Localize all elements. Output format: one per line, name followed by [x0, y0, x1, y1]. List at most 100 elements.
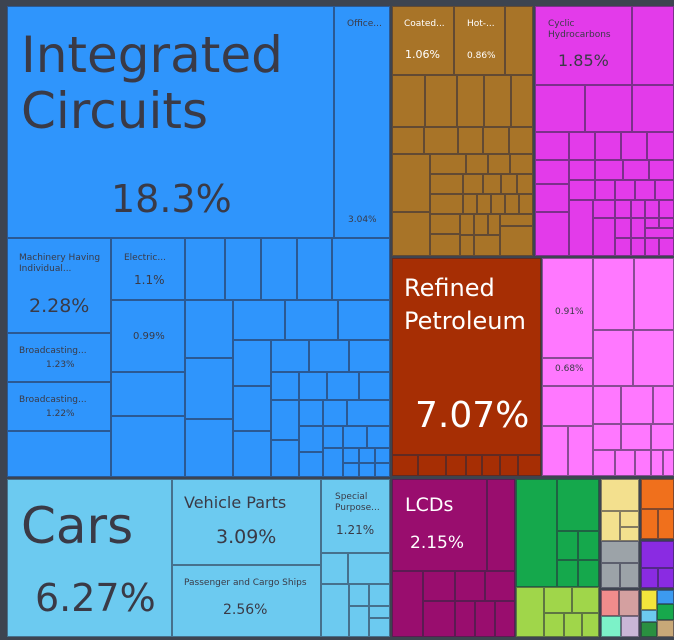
tile-orange-small[interactable]	[658, 509, 674, 539]
tile-cars[interactable]: Cars 6.27%	[7, 479, 172, 637]
tile-met-small[interactable]	[488, 214, 500, 235]
tile-beige-small[interactable]	[601, 511, 620, 541]
tile-pink-small[interactable]	[593, 450, 615, 476]
tile-orange-small[interactable]	[641, 479, 674, 509]
tile-ic-small[interactable]	[323, 426, 343, 448]
tile-ic-small[interactable]	[285, 300, 338, 340]
tile-ic-small[interactable]	[367, 426, 390, 448]
tile-met-small[interactable]	[500, 226, 533, 256]
tile-pet-small[interactable]	[482, 455, 500, 476]
tile-chem-small[interactable]	[647, 132, 674, 160]
tile-pet-small[interactable]	[446, 455, 466, 476]
tile-hot[interactable]: Hot-... 0.86%	[454, 6, 505, 75]
tile-orange-small[interactable]	[641, 509, 658, 539]
tile-cyclic-hydrocarbons[interactable]: Cyclic Hydrocarbons 1.85%	[535, 6, 632, 85]
tile-lcd-small[interactable]	[485, 571, 515, 601]
tile-met-small[interactable]	[430, 154, 466, 174]
tile-purple-small[interactable]	[641, 568, 658, 588]
tile-pink-small[interactable]	[615, 450, 635, 476]
tile-ic-small[interactable]	[185, 358, 233, 419]
tile-misc-small[interactable]	[601, 590, 619, 616]
tile-ic-small[interactable]	[299, 372, 327, 400]
tile-chem-small[interactable]	[631, 218, 645, 238]
tile-vehicle-parts[interactable]: Vehicle Parts 3.09%	[172, 479, 321, 565]
tile-ic-small[interactable]	[359, 448, 375, 463]
tile-ic-small[interactable]	[7, 431, 111, 477]
tile-ic-small[interactable]	[299, 426, 323, 452]
tile-green-small[interactable]	[557, 479, 599, 531]
tile-refined-petroleum[interactable]: Refined Petroleum 7.07%	[392, 258, 541, 455]
tile-green-small[interactable]	[578, 560, 599, 587]
tile-ic-small[interactable]	[343, 448, 359, 463]
tile-pink-small[interactable]	[593, 258, 634, 330]
tile-met-small[interactable]	[430, 174, 463, 194]
tile-chem-small[interactable]	[659, 238, 674, 256]
tile-chem-small[interactable]	[645, 218, 659, 228]
tile-ic-small[interactable]	[332, 238, 390, 300]
tile-met-small[interactable]	[425, 75, 457, 127]
tile-ic-small[interactable]	[271, 400, 299, 440]
tile-chem-small[interactable]	[649, 160, 674, 180]
tile-misc-small[interactable]	[621, 616, 639, 637]
tile-chem-small[interactable]	[535, 85, 585, 132]
tile-ic-small[interactable]	[349, 340, 390, 372]
tile-lightgreen-small[interactable]	[572, 587, 599, 613]
tile-purple-small[interactable]	[641, 541, 674, 568]
tile-pet-small[interactable]	[518, 455, 541, 476]
tile-ic-small[interactable]	[323, 448, 343, 477]
tile-met-small[interactable]	[483, 174, 501, 194]
tile-green-small[interactable]	[557, 531, 578, 560]
tile-ic-small[interactable]	[185, 419, 233, 477]
tile-lightgreen-small[interactable]	[544, 613, 564, 637]
tile-met-small[interactable]	[510, 154, 533, 174]
tile-chem-small[interactable]	[595, 132, 621, 160]
tile-ic-small[interactable]	[338, 300, 390, 340]
tile-ic-small[interactable]	[185, 300, 233, 358]
tile-lcd-small[interactable]	[455, 601, 475, 637]
tile-met-small[interactable]	[463, 174, 483, 194]
tile-chem-small[interactable]	[635, 180, 655, 200]
tile-chem-small[interactable]	[535, 132, 569, 160]
tile-misc-small[interactable]	[657, 604, 674, 620]
tile-met-small[interactable]	[392, 127, 424, 154]
tile-met-small[interactable]	[457, 75, 484, 127]
tile-chem-small[interactable]	[615, 180, 635, 200]
tile-chem-small[interactable]	[615, 200, 631, 218]
tile-met-small[interactable]	[430, 234, 460, 256]
tile-purple-small[interactable]	[658, 568, 674, 588]
tile-tr-small[interactable]	[369, 584, 390, 606]
tile-ic-small[interactable]	[271, 440, 299, 477]
tile-ic-small[interactable]	[271, 340, 309, 372]
tile-tr-small[interactable]	[349, 606, 369, 637]
tile-pink-small[interactable]	[621, 386, 653, 424]
tile-tr-small[interactable]	[349, 584, 369, 606]
tile-lightgreen-small[interactable]	[544, 587, 572, 613]
tile-chem-small[interactable]	[631, 200, 645, 218]
tile-chem-small[interactable]	[645, 238, 659, 256]
tile-ic-small[interactable]	[299, 400, 323, 426]
tile-lightgreen-small[interactable]	[582, 613, 599, 637]
tile-pink-small[interactable]	[663, 450, 674, 476]
tile-ic-small[interactable]	[343, 463, 359, 477]
tile-ic-small[interactable]	[327, 372, 359, 400]
tile-met-small[interactable]	[430, 214, 460, 234]
tile-ic-small[interactable]	[233, 300, 285, 340]
tile-lcd-small[interactable]	[392, 571, 423, 637]
tile-pet-small[interactable]	[418, 455, 446, 476]
tile-met-small[interactable]	[463, 194, 477, 214]
tile-ic-small[interactable]	[309, 340, 349, 372]
tile-ic-small[interactable]	[111, 416, 185, 477]
tile-pink-small[interactable]	[542, 386, 593, 426]
tile-chem-small[interactable]	[535, 160, 569, 184]
tile-ic-small[interactable]	[359, 463, 375, 477]
tile-coated[interactable]: Coated... 1.06%	[392, 6, 454, 75]
tile-lcd-small[interactable]	[423, 571, 455, 601]
tile-pink-small[interactable]	[634, 258, 674, 330]
tile-met-small[interactable]	[491, 194, 505, 214]
tile-met-small[interactable]	[392, 75, 425, 127]
tile-misc-small[interactable]	[619, 590, 639, 616]
tile-pink-small[interactable]	[651, 450, 663, 476]
tile-gray-small[interactable]	[601, 563, 620, 588]
tile-electric[interactable]: Electric... 1.1%	[111, 238, 185, 300]
tile-met-small[interactable]	[501, 174, 517, 194]
